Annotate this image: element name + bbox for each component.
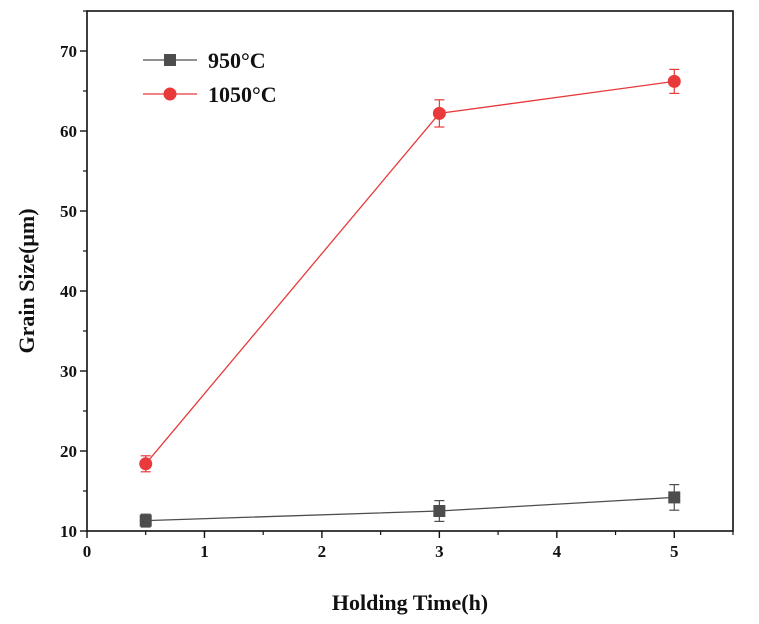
series-1	[139, 68, 681, 473]
x-tick-label: 3	[435, 542, 444, 561]
x-tick-label: 2	[318, 542, 327, 561]
plot-frame	[86, 10, 734, 532]
legend-label: 1050°C	[208, 82, 277, 107]
data-point	[668, 491, 681, 504]
plot-axes: 0 1 2 3 4 5 10 20 30 40 50 60 70	[60, 10, 734, 561]
x-axis-title: Holding Time(h)	[332, 590, 488, 615]
data-point	[139, 457, 153, 471]
data-point	[432, 106, 446, 120]
y-tick-label: 50	[60, 202, 77, 221]
y-tick-label: 30	[60, 362, 77, 381]
series-0	[139, 484, 681, 528]
x-tick-label: 1	[200, 542, 209, 561]
y-tick-label: 20	[60, 442, 77, 461]
y-tick-label: 70	[60, 42, 77, 61]
x-tick-label: 4	[553, 542, 562, 561]
legend-marker	[163, 87, 177, 101]
y-axis-title: Grain Size(μm)	[14, 208, 39, 353]
x-tick-label: 5	[670, 542, 679, 561]
y-tick-label: 60	[60, 122, 77, 141]
data-point	[433, 505, 446, 517]
legend-label: 950°C	[208, 48, 266, 73]
legend-marker	[164, 54, 176, 66]
y-tick-label: 40	[60, 282, 77, 301]
legend: 950°C 1050°C	[143, 48, 277, 107]
y-tick-label: 10	[60, 522, 77, 541]
data-point	[139, 514, 152, 527]
data-point	[667, 74, 681, 88]
series-layer	[139, 68, 681, 528]
series-line	[145, 80, 675, 465]
x-tick-label: 0	[83, 542, 92, 561]
series-line	[145, 496, 675, 522]
